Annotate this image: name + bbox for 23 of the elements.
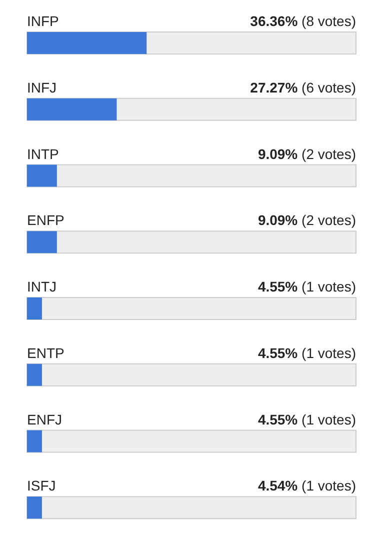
y-tick-label: ENFJ [27,411,62,428]
bar [27,164,57,187]
data-label: 9.09% (2 votes) [258,146,356,162]
y-tick-label: ENTP [27,344,64,361]
data-label: 4.55% (1 votes) [258,411,356,428]
y-tick-label: ENFP [27,212,64,228]
bar [27,364,42,386]
bar [27,496,42,519]
bar [27,98,117,120]
bar [27,298,42,320]
bar [27,231,57,254]
data-label: 9.09% (2 votes) [258,212,356,228]
y-tick-label: ISFJ [27,478,56,494]
y-tick-label: INTP [27,146,59,162]
data-label: 27.27% (6 votes) [250,79,356,96]
data-label: 4.54% (1 votes) [258,478,356,494]
data-label: 4.55% (1 votes) [258,278,356,294]
y-tick-label: INFJ [27,79,57,96]
y-tick-label: INFP [27,13,59,29]
data-label: 36.36% (8 votes) [250,13,356,29]
data-label: 4.55% (1 votes) [258,344,356,361]
bar [27,430,42,452]
y-tick-label: INTJ [27,278,57,294]
